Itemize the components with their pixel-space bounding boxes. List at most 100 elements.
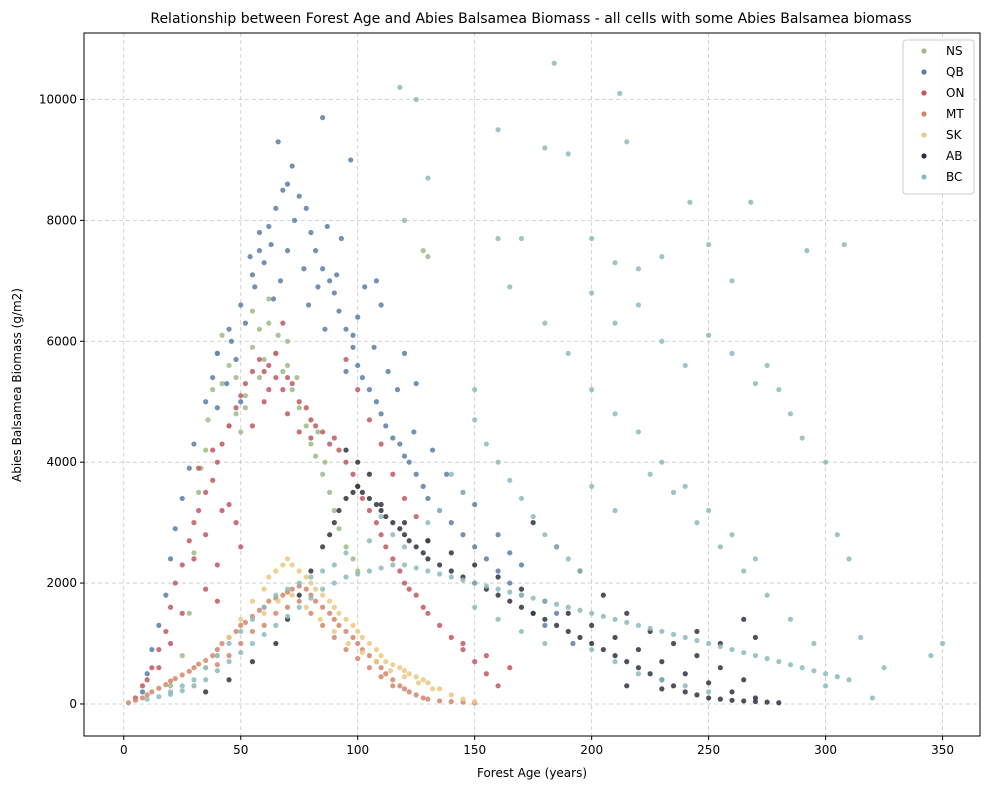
data-point [308, 435, 314, 441]
data-point [448, 634, 454, 641]
data-point [203, 489, 209, 495]
data-point [303, 405, 309, 411]
legend-label: AB [946, 149, 962, 163]
data-point [280, 368, 286, 375]
data-point [600, 613, 606, 619]
data-point [179, 610, 185, 616]
data-point [472, 387, 478, 393]
data-point [247, 254, 253, 260]
data-point [303, 205, 309, 211]
data-point [238, 649, 244, 656]
data-point [191, 441, 197, 447]
data-point [366, 640, 373, 647]
data-point [600, 646, 606, 653]
data-point [390, 435, 396, 441]
data-point [238, 429, 244, 435]
data-point [149, 689, 155, 695]
data-point [261, 622, 267, 628]
data-point [687, 199, 693, 205]
data-point [226, 362, 232, 369]
data-point [284, 374, 291, 381]
data-point [266, 320, 272, 326]
data-point [350, 332, 356, 338]
data-point [387, 668, 394, 674]
data-point [362, 284, 368, 290]
data-point [219, 332, 225, 338]
data-point [460, 640, 466, 647]
data-point [343, 550, 349, 556]
data-point [163, 682, 169, 688]
data-point [301, 266, 307, 272]
data-point [565, 556, 571, 562]
data-point [752, 556, 759, 562]
data-point [336, 447, 342, 453]
data-point [518, 628, 525, 635]
data-point [401, 686, 408, 692]
data-point [834, 532, 840, 538]
data-point [589, 640, 595, 647]
data-point [472, 501, 478, 508]
y-tick-label: 2000 [46, 576, 77, 590]
data-point [483, 653, 489, 659]
data-point [401, 453, 408, 459]
data-point [682, 483, 688, 489]
data-point [226, 640, 232, 647]
data-point [214, 459, 220, 465]
data-point [336, 622, 342, 628]
data-point [238, 622, 244, 628]
data-point [261, 399, 267, 405]
data-point [366, 653, 373, 659]
legend-label: QB [946, 65, 964, 79]
data-point [401, 520, 408, 526]
data-points [125, 60, 946, 706]
data-point [296, 580, 302, 586]
data-point [366, 495, 373, 502]
data-point [472, 604, 478, 610]
data-point [327, 598, 333, 604]
data-point [397, 526, 403, 532]
series-ab [203, 447, 782, 706]
data-point [179, 688, 185, 694]
data-point [179, 672, 185, 678]
data-point [670, 489, 677, 495]
data-point [420, 677, 426, 683]
data-point [460, 577, 466, 583]
data-point [378, 653, 384, 659]
data-point [822, 459, 829, 465]
data-point [717, 696, 723, 702]
data-point [406, 459, 412, 465]
data-point [397, 441, 403, 447]
data-point [280, 387, 286, 393]
data-point [518, 592, 525, 598]
data-point [203, 689, 209, 695]
data-point [706, 640, 712, 647]
data-point [179, 495, 185, 502]
data-point [764, 656, 770, 662]
data-point [214, 668, 220, 674]
data-point [378, 302, 384, 308]
data-point [429, 686, 436, 692]
data-point [343, 628, 349, 635]
data-point [210, 447, 216, 453]
data-point [172, 580, 178, 586]
data-point [472, 580, 478, 586]
data-point [553, 622, 560, 628]
data-point [378, 513, 384, 520]
data-point [425, 680, 431, 686]
data-point [331, 435, 337, 441]
data-point [345, 640, 351, 647]
data-point [401, 674, 408, 680]
data-point [425, 610, 431, 616]
data-point [303, 604, 309, 610]
data-point [191, 520, 197, 526]
y-tick-label: 10000 [39, 92, 77, 106]
legend-label: NS [946, 44, 963, 58]
series-bc [144, 60, 946, 702]
data-point [682, 671, 688, 677]
data-point [226, 501, 232, 508]
data-point [303, 586, 309, 592]
data-point [359, 649, 365, 656]
data-point [401, 350, 408, 356]
data-point [289, 592, 295, 598]
